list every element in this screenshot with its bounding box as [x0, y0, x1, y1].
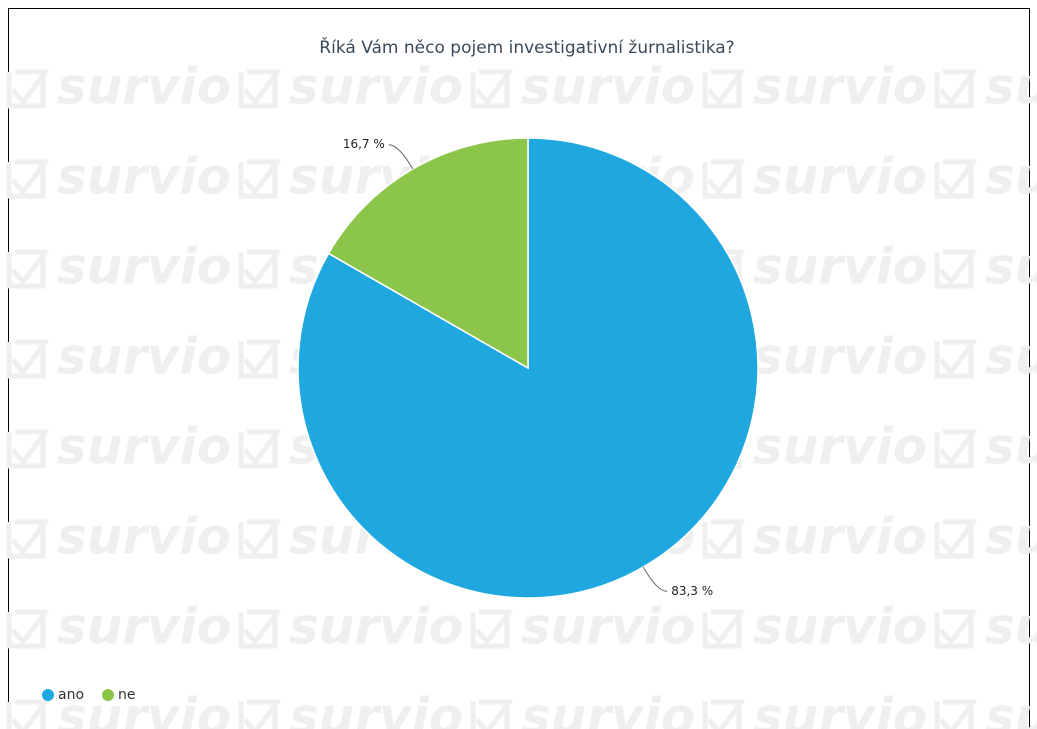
- watermark-text: survio: [57, 598, 231, 656]
- watermark-text: survio: [753, 328, 927, 386]
- watermark-icon: [934, 158, 977, 199]
- watermark-text: survio: [57, 508, 231, 566]
- data-label: 16,7 %: [343, 137, 385, 151]
- watermark-icon: [470, 68, 513, 109]
- watermark-icon: [6, 698, 49, 729]
- watermark-icon: [934, 68, 977, 109]
- watermark-text: survio: [985, 418, 1037, 476]
- watermark-text: survio: [57, 238, 231, 296]
- watermark-text: survio: [521, 688, 695, 729]
- watermark-text: survio: [57, 688, 231, 729]
- pie-slice: [327, 137, 529, 370]
- watermark-icon: [702, 698, 745, 729]
- watermark-text: survio: [753, 58, 927, 116]
- chart-title: Říká Vám něco pojem investigativní žurna…: [319, 36, 734, 58]
- legend-marker: [42, 689, 54, 701]
- watermark-icon: [934, 518, 977, 559]
- watermark-icon: [6, 338, 49, 379]
- watermark-icon: [934, 698, 977, 729]
- watermark-icon: [702, 518, 745, 559]
- leader-line: [388, 144, 414, 170]
- watermark-icon: [238, 338, 281, 379]
- watermark-text: survio: [57, 328, 231, 386]
- watermark-icon: [238, 428, 281, 469]
- watermark-icon: [6, 68, 49, 109]
- watermark-text: survio: [57, 148, 231, 206]
- watermark-text: survio: [985, 328, 1037, 386]
- watermark-text: survio: [57, 418, 231, 476]
- watermark-text: survio: [289, 688, 463, 729]
- watermark-icon: [470, 698, 513, 729]
- watermark-text: survio: [985, 688, 1037, 729]
- watermark-text: survio: [985, 148, 1037, 206]
- watermark-icon: [934, 428, 977, 469]
- watermark-text: survio: [753, 598, 927, 656]
- watermark-text: survio: [753, 418, 927, 476]
- watermark-text: survio: [289, 58, 463, 116]
- watermark-icon: [6, 518, 49, 559]
- watermark-icon: [470, 608, 513, 649]
- watermark-icon: [238, 518, 281, 559]
- watermark-text: survio: [753, 688, 927, 729]
- watermark-icon: [934, 248, 977, 289]
- data-label: 83,3 %: [671, 584, 713, 598]
- watermark-text: survio: [985, 598, 1037, 656]
- watermark-text: survio: [521, 58, 695, 116]
- watermark-text: survio: [57, 58, 231, 116]
- watermark-text: survio: [289, 598, 463, 656]
- watermark-icon: [238, 68, 281, 109]
- watermark-text: survio: [985, 58, 1037, 116]
- watermark-icon: [238, 698, 281, 729]
- watermark-icon: [6, 608, 49, 649]
- leader-line: [642, 566, 668, 592]
- watermark-text: survio: [985, 238, 1037, 296]
- legend-label: ne: [118, 687, 136, 703]
- legend-marker: [102, 689, 115, 701]
- watermark-text: survio: [753, 148, 927, 206]
- watermark-text: survio: [753, 508, 927, 566]
- watermark-icon: [6, 428, 49, 469]
- watermark-icon: [238, 158, 281, 199]
- watermark-icon: [702, 608, 745, 649]
- watermark-text: survio: [985, 508, 1037, 566]
- watermark-text: survio: [521, 598, 695, 656]
- watermark-icon: [702, 158, 745, 199]
- watermark-icon: [6, 158, 49, 199]
- watermark-icon: [934, 338, 977, 379]
- watermark-icon: [238, 608, 281, 649]
- watermark-icon: [702, 68, 745, 109]
- watermark-icon: [238, 248, 281, 289]
- watermark-text: survio: [753, 238, 927, 296]
- legend-label: ano: [58, 687, 84, 703]
- watermark-icon: [934, 608, 977, 649]
- watermark-icon: [6, 248, 49, 289]
